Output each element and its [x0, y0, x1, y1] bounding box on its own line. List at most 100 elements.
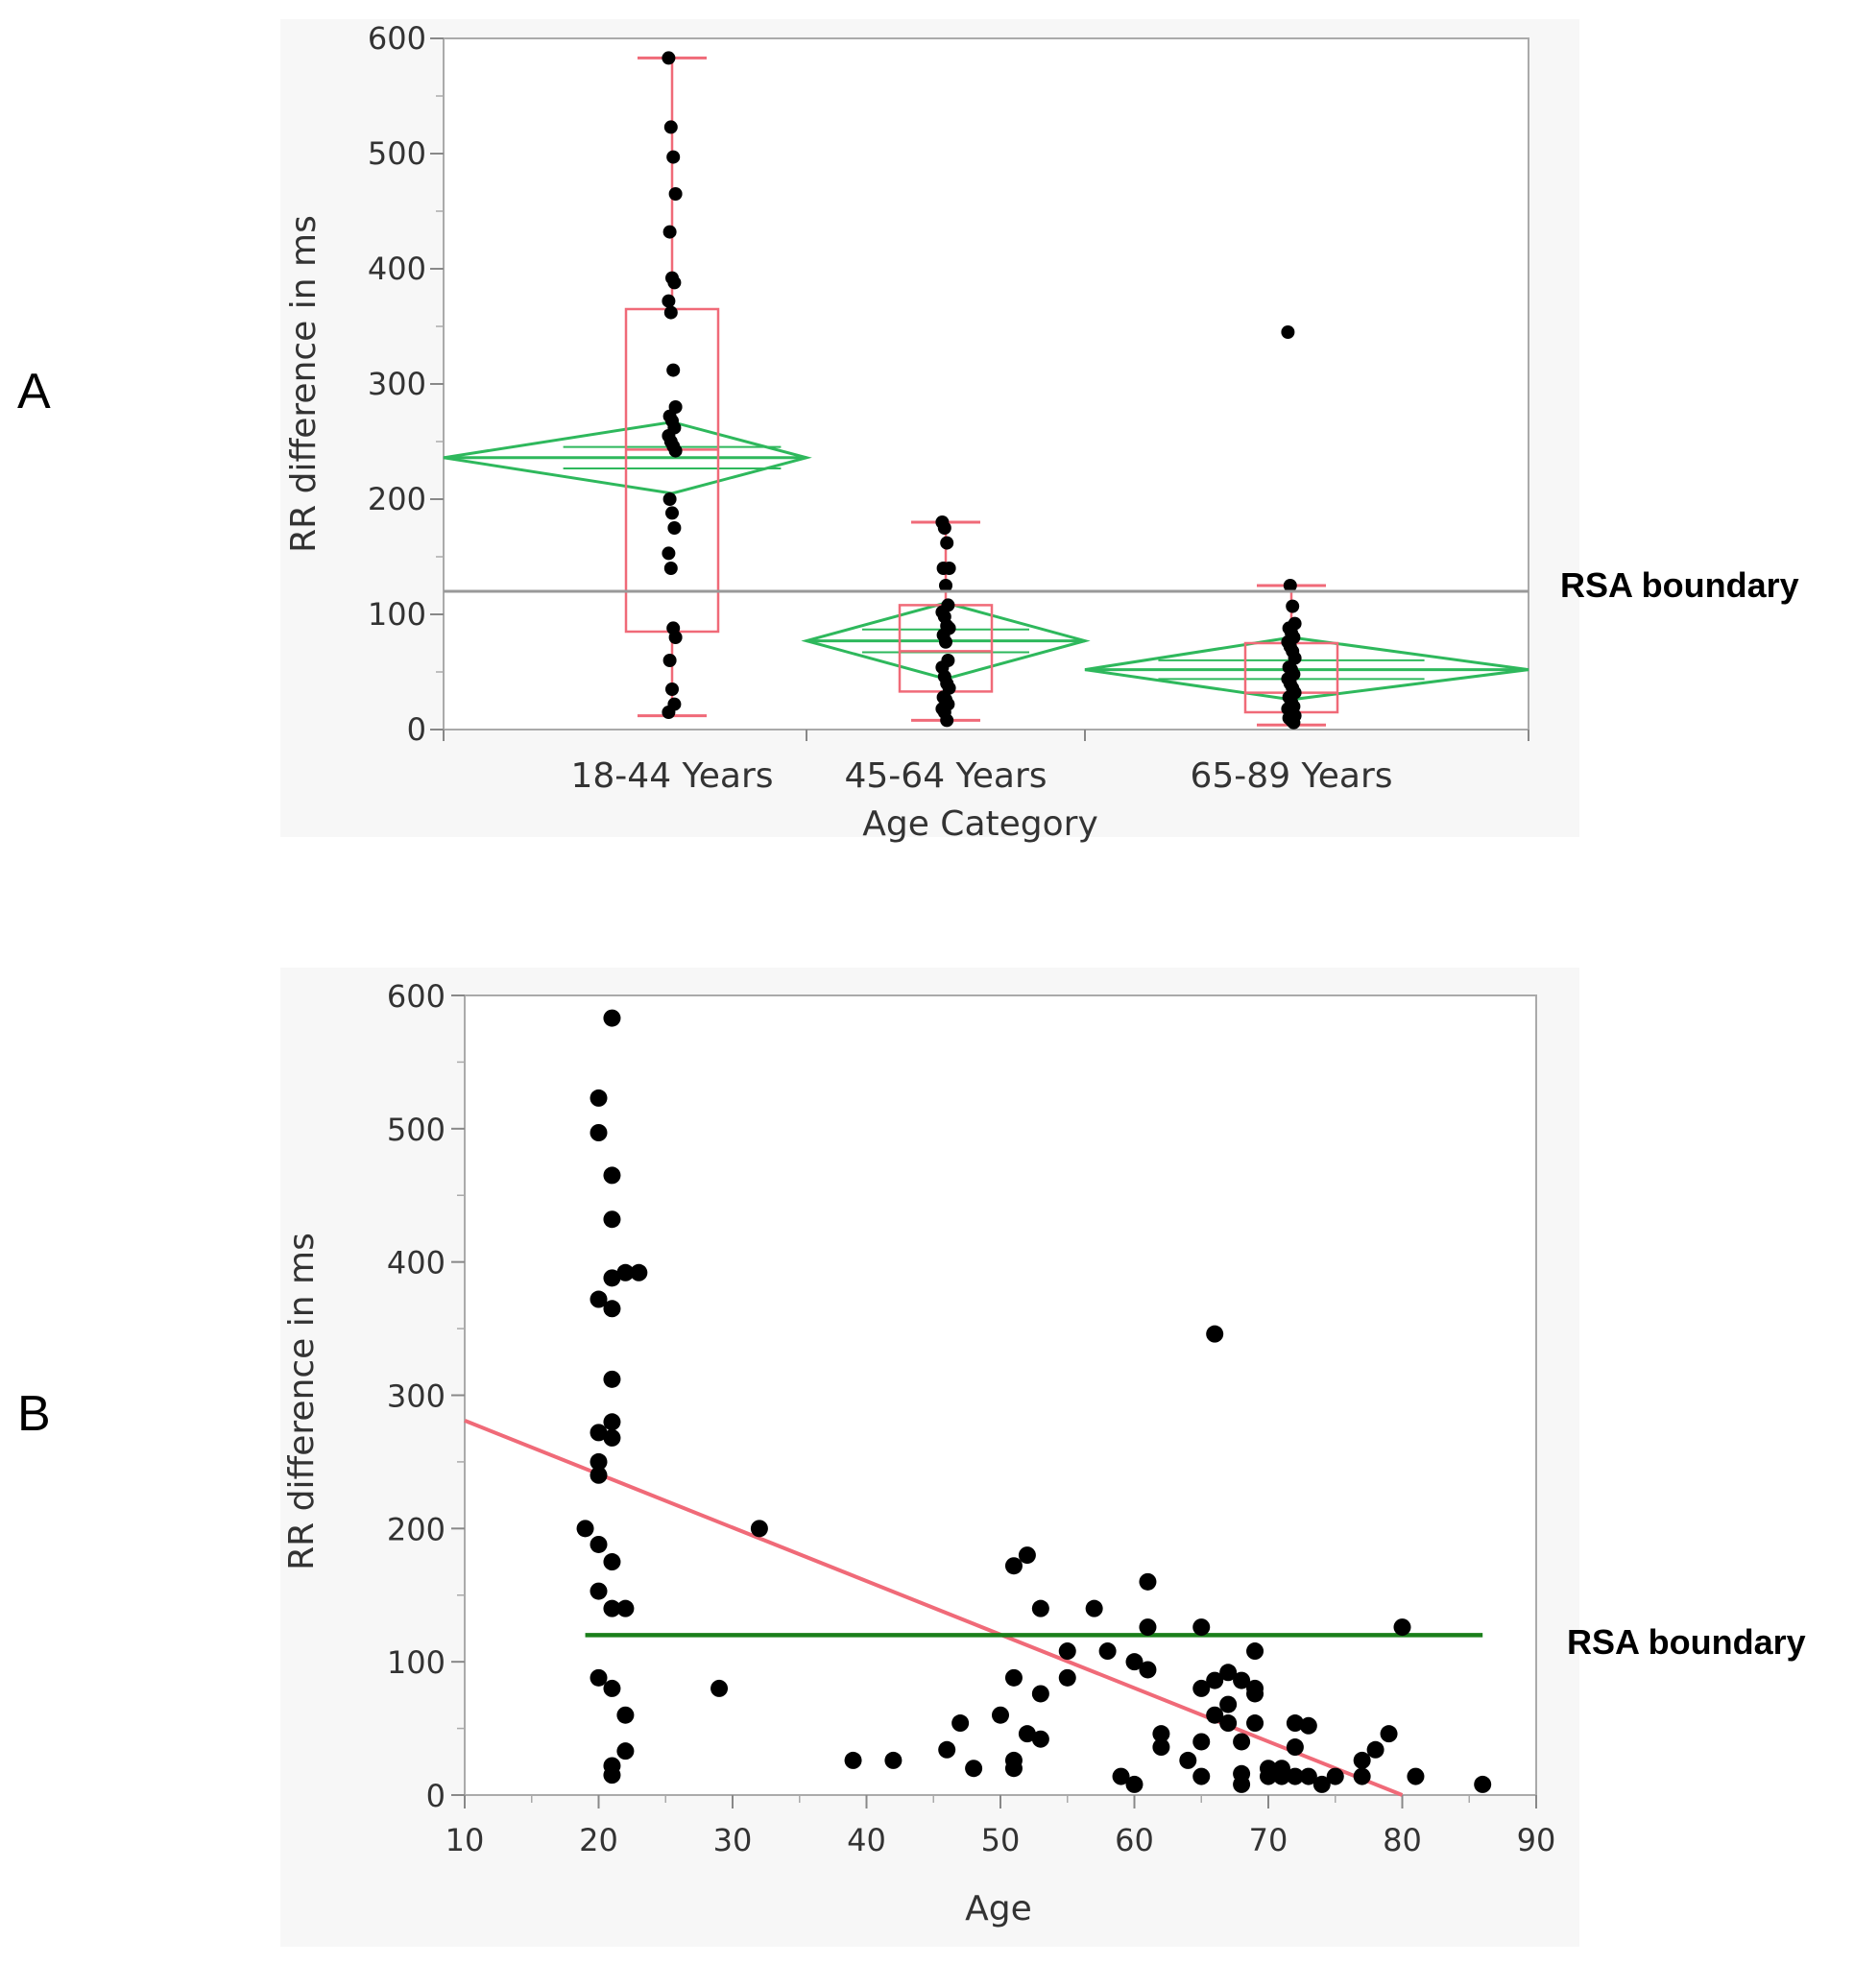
panel-b-x-tick-label: 50 — [981, 1822, 1021, 1858]
panel-a-y-tick-label: 100 — [368, 596, 426, 633]
fit-line — [464, 1419, 1404, 1797]
data-point — [1192, 1767, 1211, 1785]
panel-b-y-axis: 0 100 200 300 400 500 600 — [387, 978, 465, 1814]
data-point — [1474, 1775, 1492, 1793]
data-point — [1353, 1767, 1371, 1785]
data-point — [750, 1520, 768, 1538]
data-point — [665, 683, 679, 696]
data-point — [1031, 1730, 1049, 1748]
data-point — [1139, 1618, 1157, 1637]
data-point — [590, 1582, 608, 1600]
data-point — [590, 1290, 608, 1308]
panel-b-x-tick-label: 80 — [1383, 1822, 1422, 1858]
data-point — [616, 1263, 635, 1281]
data-point — [1246, 1685, 1264, 1703]
data-point — [1393, 1618, 1411, 1637]
panel-a-letter: A — [17, 364, 51, 419]
data-point — [590, 1089, 608, 1107]
data-point — [1152, 1725, 1170, 1743]
panel-a-y-tick-label: 600 — [368, 20, 426, 57]
panel-b-x-tick-label: 10 — [445, 1822, 485, 1858]
data-point — [1098, 1642, 1117, 1661]
data-point — [951, 1714, 970, 1733]
data-point — [1018, 1725, 1036, 1743]
data-point — [1018, 1546, 1036, 1565]
panel-b-y-tick-label: 300 — [387, 1378, 445, 1415]
data-point — [667, 275, 682, 290]
data-point — [616, 1742, 635, 1760]
panel-b-chart: 0 100 200 300 400 500 600 10 20 30 40 50 60 70 80 90 R… — [282, 978, 1806, 1928]
data-point — [1299, 1716, 1317, 1735]
data-point — [1283, 579, 1297, 592]
data-point — [1233, 1775, 1251, 1793]
data-point — [662, 294, 676, 308]
data-point — [1380, 1725, 1398, 1743]
panel-a-y-axis-label: RR difference in ms — [284, 215, 324, 553]
data-point — [1281, 325, 1295, 339]
data-point — [1219, 1714, 1238, 1733]
data-point — [1004, 1760, 1023, 1778]
data-point — [603, 1009, 621, 1027]
data-point — [1299, 1767, 1317, 1785]
data-point — [1139, 1572, 1157, 1591]
data-point — [603, 1166, 621, 1185]
data-point — [936, 562, 951, 575]
data-point — [590, 1466, 608, 1484]
panel-b-rsa-boundary-label: RSA boundary — [1567, 1622, 1806, 1662]
panel-b-x-tick-label: 60 — [1115, 1822, 1154, 1858]
data-point — [590, 1535, 608, 1553]
data-point — [616, 1706, 635, 1724]
panel-a-marks — [443, 51, 1529, 730]
panel-a-chart: 0 100 200 300 400 500 600 18-44 Years 45-64 Yea… — [284, 20, 1799, 844]
data-point — [710, 1679, 729, 1697]
panel-b-y-tick-label: 500 — [387, 1112, 445, 1148]
data-point — [965, 1760, 983, 1778]
data-point — [603, 1553, 621, 1571]
data-point — [603, 1599, 621, 1617]
data-point — [663, 562, 678, 575]
data-point — [1260, 1767, 1277, 1785]
data-point — [668, 187, 683, 201]
data-point — [662, 546, 676, 561]
panel-b-x-axis: 10 20 30 40 50 60 70 80 90 — [445, 1795, 1555, 1858]
data-point — [590, 1123, 608, 1141]
panel-b-plot-area — [464, 994, 1537, 1796]
data-point — [662, 492, 677, 506]
data-point — [1219, 1664, 1238, 1682]
data-point — [1058, 1642, 1076, 1661]
data-point — [844, 1751, 862, 1769]
panel-a-y-tick-label: 400 — [368, 251, 426, 287]
data-point — [1326, 1767, 1344, 1785]
data-point — [1219, 1695, 1238, 1713]
data-point — [1206, 1671, 1224, 1689]
data-point — [1407, 1767, 1425, 1785]
data-point — [938, 1740, 956, 1759]
panel-b-x-tick-label: 70 — [1249, 1822, 1288, 1858]
panel-a-y-tick-label: 0 — [407, 711, 426, 748]
panel-a-x-axis-label: Age Category — [862, 804, 1098, 844]
data-point — [590, 1424, 608, 1442]
panel-a-x-axis: 18-44 Years 45-64 Years 65-89 Years — [443, 730, 1529, 796]
panel-b-y-tick-label: 100 — [387, 1644, 445, 1681]
data-point — [1152, 1738, 1170, 1757]
panel-b-y-tick-label: 400 — [387, 1245, 445, 1281]
panel-a-y-tick-label: 500 — [368, 135, 426, 172]
panel-b-y-tick-label: 600 — [387, 978, 445, 1015]
data-point — [1206, 1325, 1224, 1343]
data-point — [662, 654, 677, 667]
data-point — [1286, 1714, 1304, 1733]
data-point — [1287, 715, 1301, 730]
data-point — [667, 521, 682, 535]
data-point — [668, 443, 683, 458]
panel-b-y-tick-label: 200 — [387, 1511, 445, 1547]
panel-a-x-tick-label: 18-44 Years — [570, 756, 773, 796]
data-point — [666, 150, 681, 164]
data-point — [992, 1706, 1009, 1724]
data-point — [1206, 1706, 1224, 1724]
panel-b-y-tick-label: 0 — [426, 1778, 445, 1814]
data-point — [884, 1751, 903, 1769]
data-point — [1125, 1653, 1144, 1671]
panel-b-x-tick-label: 20 — [579, 1822, 618, 1858]
panel-b-marks — [464, 1009, 1492, 1797]
